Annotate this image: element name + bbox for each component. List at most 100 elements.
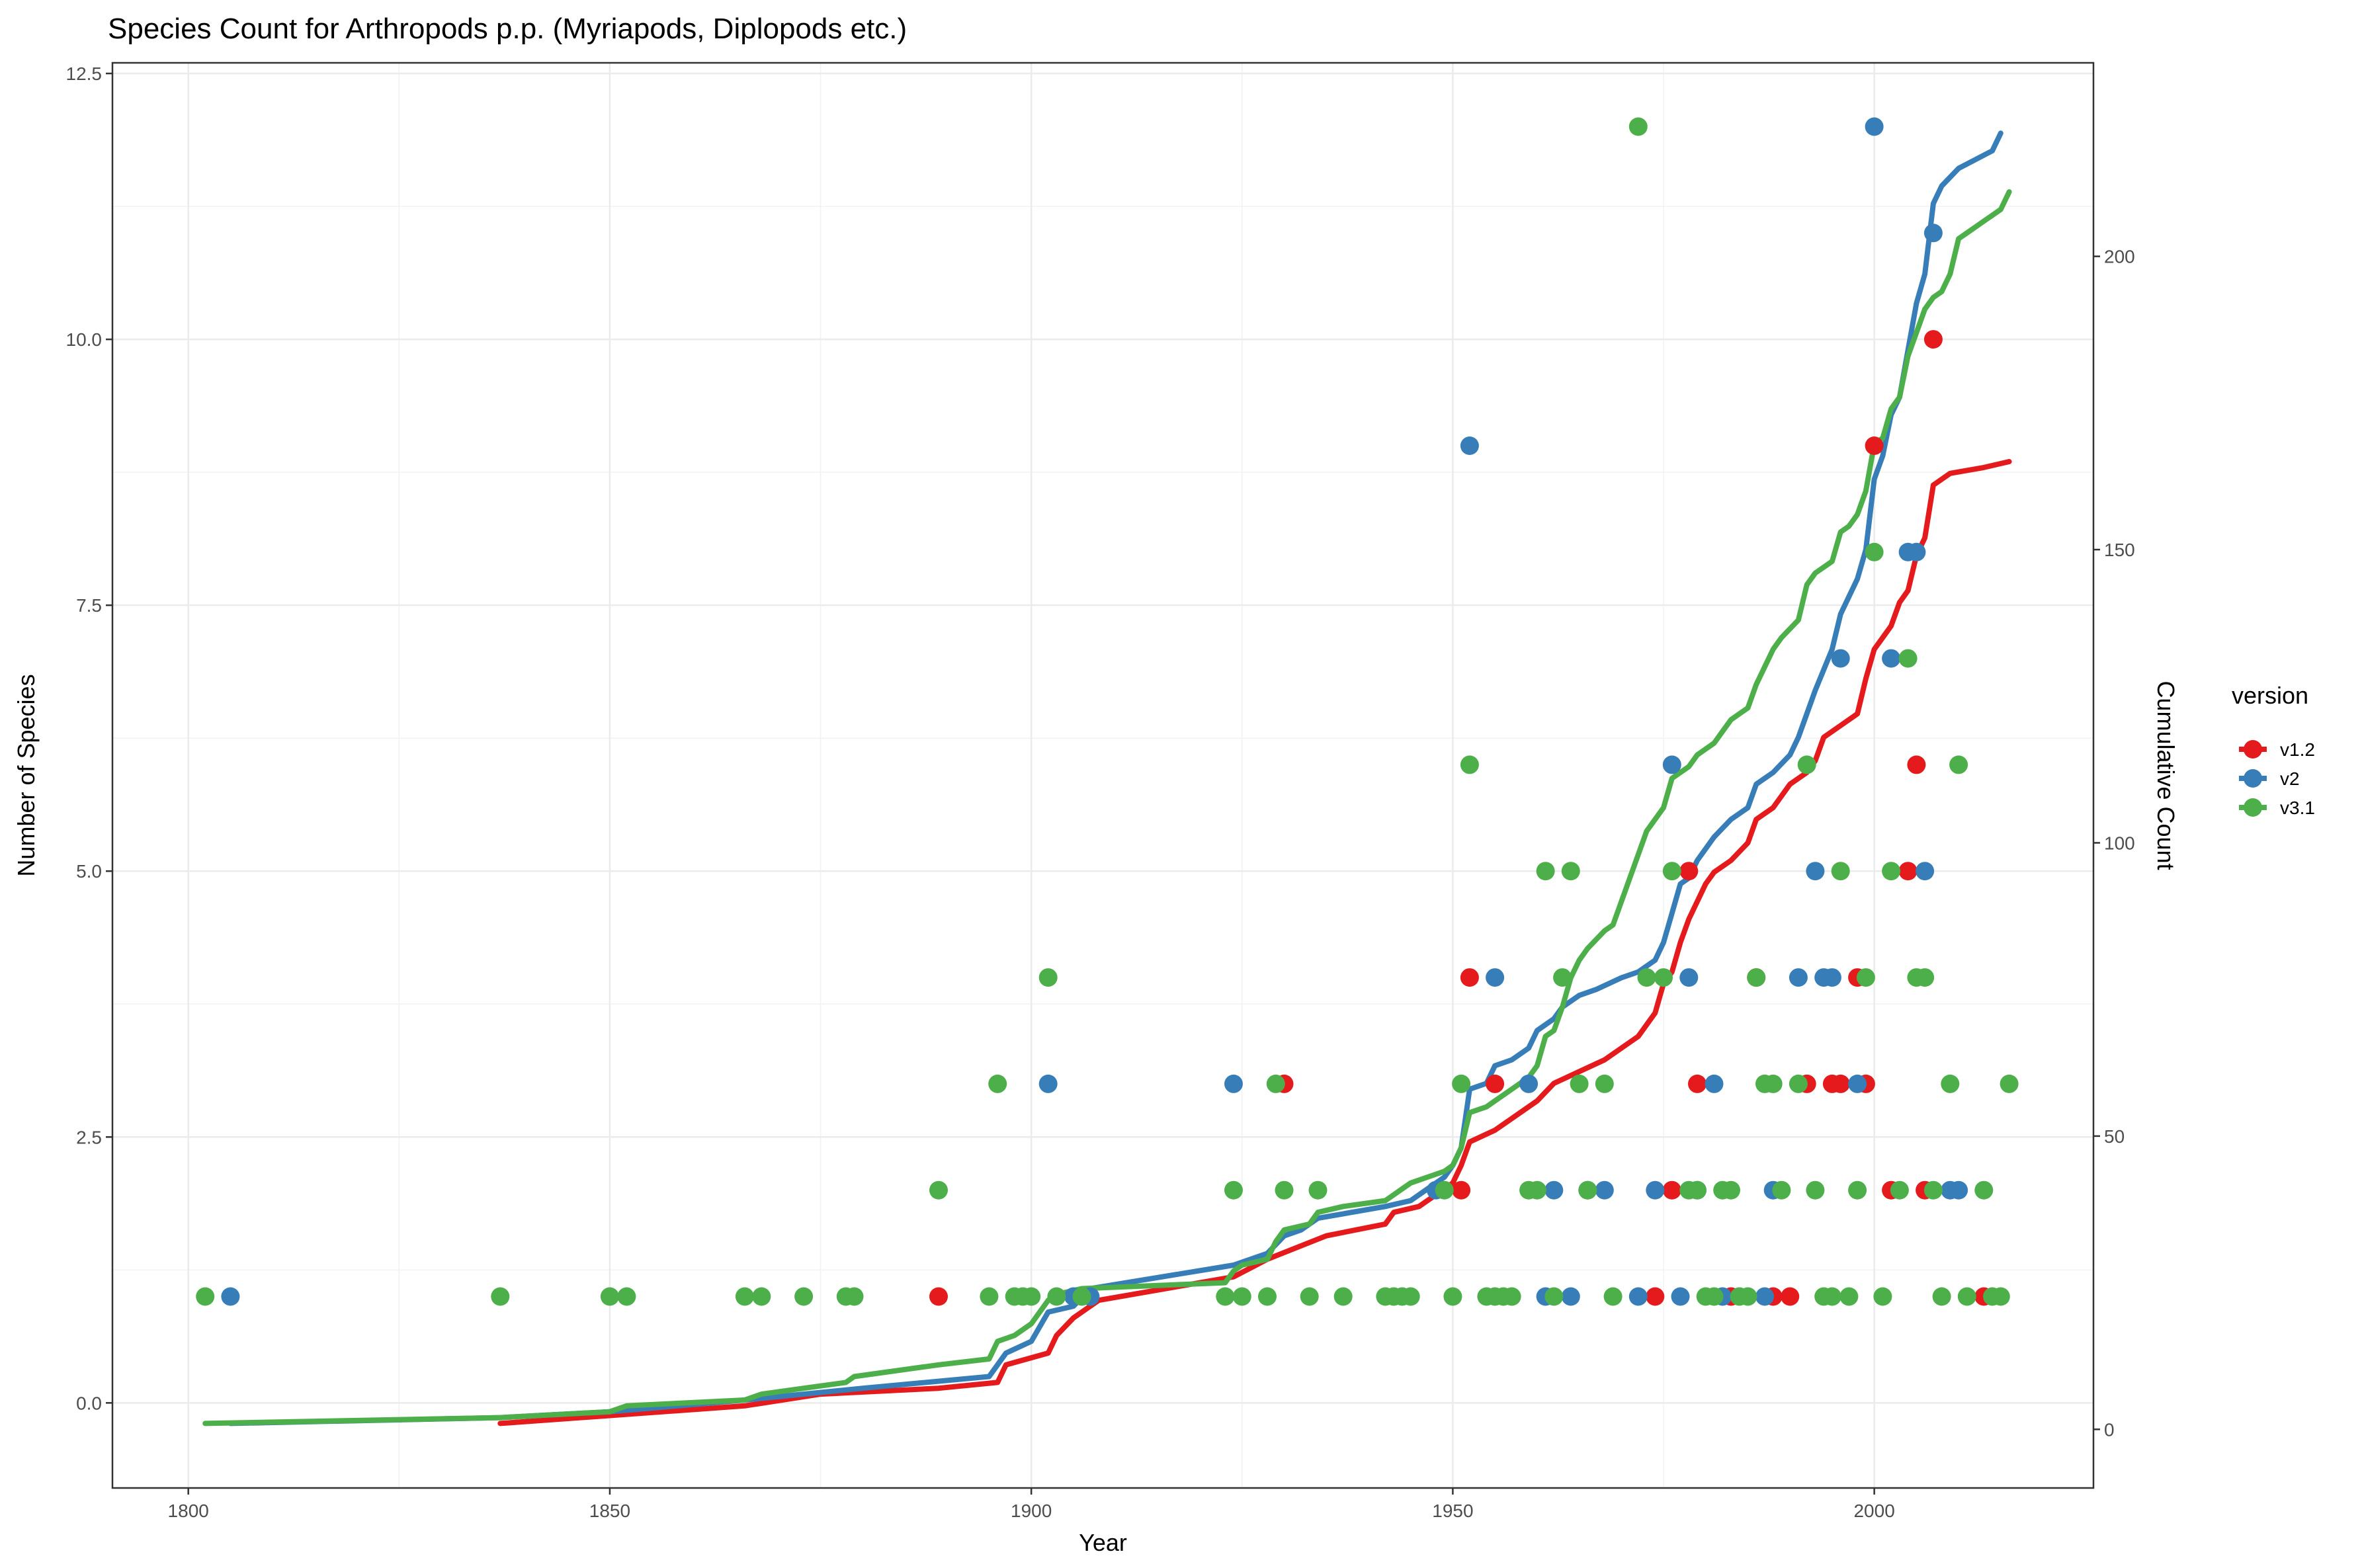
data-point-v3-1 [1797,755,1816,774]
data-point-v3-1 [1882,862,1901,881]
data-point-v2 [1679,968,1699,987]
data-point-v3-1 [1072,1287,1091,1306]
data-point-v1-2 [1646,1287,1665,1306]
data-point-v2 [1224,1074,1243,1093]
data-point-v3-1 [1047,1287,1066,1306]
data-point-v3-1 [929,1180,948,1200]
data-point-v3-1 [1452,1074,1471,1093]
data-point-v2 [1923,224,1943,243]
data-point-v2 [1789,968,1808,987]
data-point-v1-2 [1923,330,1943,349]
data-point-v2 [1486,968,1505,987]
data-point-v3-1 [1916,968,1935,987]
data-point-v2 [1865,117,1884,136]
data-point-v3-1 [1595,1074,1614,1093]
data-point-v3-1 [1266,1074,1285,1093]
data-point-v3-1 [1873,1287,1892,1306]
data-point-v3-1 [2000,1074,2019,1093]
data-point-v3-1 [1603,1287,1623,1306]
data-point-v2 [1831,649,1850,668]
data-point-v2 [1662,755,1681,774]
data-point-v1-2 [1486,1074,1505,1093]
legend-key-point-v3-1 [2244,798,2262,817]
data-point-v2 [1806,862,1825,881]
data-point-v3-1 [196,1287,215,1306]
data-point-v3-1 [1578,1180,1597,1200]
data-point-v3-1 [491,1287,510,1306]
data-point-v3-1 [1570,1074,1589,1093]
data-point-v2 [1646,1180,1665,1200]
data-point-v2 [221,1287,240,1306]
data-point-v3-1 [1258,1287,1277,1306]
x-tick-label: 2000 [1853,1501,1894,1521]
y2-tick-label: 150 [2104,540,2135,560]
data-point-v3-1 [1738,1287,1757,1306]
data-point-v3-1 [1224,1180,1243,1200]
data-point-v3-1 [1722,1180,1740,1200]
legend-label-v2: v2 [2280,768,2300,789]
data-point-v3-1 [1502,1287,1521,1306]
legend-key-point-v2 [2244,769,2262,788]
data-point-v3-1 [1662,862,1681,881]
data-point-v1-2 [1898,862,1918,881]
data-point-v2 [1544,1180,1564,1200]
x-tick-label: 1900 [1011,1501,1052,1521]
data-point-v1-2 [929,1287,948,1306]
data-point-v3-1 [1898,649,1918,668]
data-point-v3-1 [1022,1287,1041,1306]
data-point-v2 [1519,1074,1539,1093]
legend-label-v1-2: v1.2 [2280,739,2315,760]
data-point-v3-1 [1991,1287,2010,1306]
legend-label-v3-1: v3.1 [2280,798,2315,818]
x-tick-label: 1850 [589,1501,630,1521]
x-tick-label: 1950 [1432,1501,1473,1521]
data-point-v1-2 [1688,1074,1707,1093]
data-point-v2 [1822,968,1841,987]
data-point-v2 [1755,1287,1774,1306]
x-tick-label: 1800 [168,1501,209,1521]
data-point-v3-1 [1688,1180,1707,1200]
y2-axis-title: Cumulative Count [2152,681,2179,870]
data-point-v3-1 [1435,1180,1454,1200]
plot-panel-border [111,62,2095,1489]
y2-tick-label: 200 [2104,247,2135,267]
data-point-v3-1 [1831,862,1850,881]
data-point-v3-1 [1460,755,1479,774]
y-tick-label: 2.5 [76,1127,102,1147]
data-point-v1-2 [1865,436,1884,455]
data-point-v3-1 [1038,968,1058,987]
data-point-v3-1 [1275,1180,1294,1200]
data-point-v3-1 [1628,117,1648,136]
data-point-v2 [1949,1180,1968,1200]
data-point-v3-1 [1333,1287,1353,1306]
x-axis-title: Year [1079,1529,1127,1556]
data-point-v3-1 [1561,862,1580,881]
data-point-v3-1 [1300,1287,1319,1306]
data-point-v2 [1561,1287,1580,1306]
data-point-v3-1 [1923,1180,1943,1200]
y-tick-label: 0.0 [76,1393,102,1413]
data-point-v3-1 [1957,1287,1976,1306]
data-point-v2 [1848,1074,1867,1093]
data-point-v3-1 [1789,1074,1808,1093]
data-point-v3-1 [1806,1180,1825,1200]
data-point-v3-1 [1822,1287,1841,1306]
data-point-v3-1 [1637,968,1656,987]
cumulative-line-v1-2 [497,459,2012,1426]
data-point-v1-2 [1662,1180,1681,1200]
data-point-v1-2 [1460,968,1479,987]
legend-title: version [2232,682,2308,709]
data-point-v3-1 [1232,1287,1251,1306]
data-point-v3-1 [1216,1287,1235,1306]
chart-title: Species Count for Arthropods p.p. (Myria… [108,13,907,45]
data-point-v3-1 [1544,1287,1564,1306]
data-point-v1-2 [1781,1287,1800,1306]
data-point-v3-1 [1941,1074,1960,1093]
cumulative-line-v2 [228,130,2003,1426]
y2-tick-label: 50 [2104,1126,2125,1147]
data-point-v3-1 [980,1287,999,1306]
data-point-v3-1 [1974,1180,1994,1200]
data-point-v3-1 [845,1287,864,1306]
data-point-v3-1 [1839,1287,1859,1306]
data-point-v3-1 [617,1287,636,1306]
